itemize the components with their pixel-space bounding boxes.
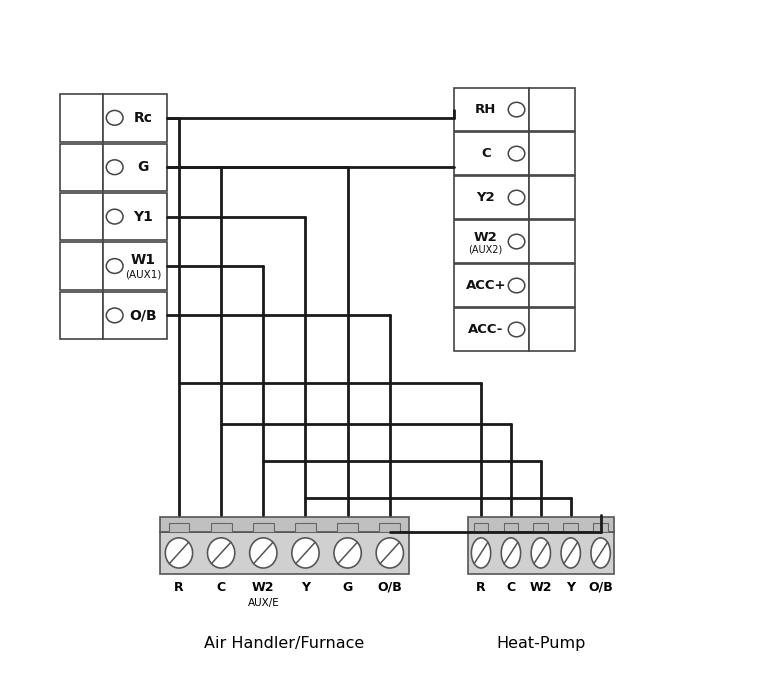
Text: O/B: O/B — [129, 308, 157, 323]
Text: G: G — [137, 160, 149, 174]
FancyBboxPatch shape — [103, 94, 167, 142]
FancyBboxPatch shape — [60, 292, 103, 339]
Text: R: R — [476, 581, 486, 594]
Ellipse shape — [334, 538, 361, 568]
FancyBboxPatch shape — [103, 193, 167, 240]
Text: AUX/E: AUX/E — [247, 597, 279, 608]
Text: C: C — [216, 581, 226, 594]
Text: (AUX2): (AUX2) — [469, 244, 503, 254]
FancyBboxPatch shape — [60, 143, 103, 191]
FancyBboxPatch shape — [168, 523, 189, 532]
FancyBboxPatch shape — [454, 308, 529, 351]
FancyBboxPatch shape — [454, 88, 529, 131]
FancyBboxPatch shape — [504, 523, 518, 532]
Text: Y: Y — [567, 581, 575, 594]
Text: W2: W2 — [474, 231, 498, 244]
Text: C: C — [481, 147, 491, 160]
FancyBboxPatch shape — [211, 523, 232, 532]
Ellipse shape — [208, 538, 235, 568]
Text: G: G — [343, 581, 353, 594]
FancyBboxPatch shape — [60, 94, 103, 142]
Text: (AUX1): (AUX1) — [125, 269, 161, 279]
Text: O/B: O/B — [377, 581, 402, 594]
Text: Y1: Y1 — [133, 210, 153, 223]
FancyBboxPatch shape — [253, 523, 274, 532]
Text: RH: RH — [475, 103, 497, 116]
Ellipse shape — [531, 538, 550, 568]
FancyBboxPatch shape — [529, 264, 575, 307]
FancyBboxPatch shape — [337, 523, 358, 532]
FancyBboxPatch shape — [529, 177, 575, 219]
FancyBboxPatch shape — [60, 242, 103, 290]
Text: W1: W1 — [130, 253, 156, 267]
FancyBboxPatch shape — [295, 523, 316, 532]
Text: W2: W2 — [529, 581, 552, 594]
FancyBboxPatch shape — [563, 523, 578, 532]
FancyBboxPatch shape — [454, 221, 529, 262]
FancyBboxPatch shape — [60, 193, 103, 240]
Text: O/B: O/B — [588, 581, 613, 594]
Ellipse shape — [561, 538, 580, 568]
Text: ACC-: ACC- — [468, 323, 504, 336]
Text: Y: Y — [301, 581, 310, 594]
Ellipse shape — [501, 538, 521, 568]
FancyBboxPatch shape — [529, 88, 575, 131]
FancyBboxPatch shape — [160, 517, 408, 532]
FancyBboxPatch shape — [467, 532, 614, 574]
Ellipse shape — [471, 538, 491, 568]
FancyBboxPatch shape — [467, 517, 614, 532]
Text: Air Handler/Furnace: Air Handler/Furnace — [205, 636, 364, 651]
FancyBboxPatch shape — [103, 242, 167, 290]
FancyBboxPatch shape — [454, 177, 529, 219]
Ellipse shape — [250, 538, 277, 568]
FancyBboxPatch shape — [454, 132, 529, 175]
Ellipse shape — [376, 538, 404, 568]
FancyBboxPatch shape — [474, 523, 488, 532]
FancyBboxPatch shape — [380, 523, 400, 532]
Text: R: R — [174, 581, 184, 594]
Text: Y2: Y2 — [477, 191, 495, 204]
FancyBboxPatch shape — [454, 264, 529, 307]
FancyBboxPatch shape — [593, 523, 608, 532]
Text: W2: W2 — [252, 581, 274, 594]
FancyBboxPatch shape — [103, 143, 167, 191]
FancyBboxPatch shape — [103, 292, 167, 339]
FancyBboxPatch shape — [529, 132, 575, 175]
Ellipse shape — [165, 538, 193, 568]
Text: Heat-Pump: Heat-Pump — [496, 636, 586, 651]
FancyBboxPatch shape — [529, 308, 575, 351]
Text: ACC+: ACC+ — [466, 279, 506, 292]
Ellipse shape — [292, 538, 319, 568]
Ellipse shape — [591, 538, 611, 568]
FancyBboxPatch shape — [160, 532, 408, 574]
Text: Rc: Rc — [133, 111, 153, 125]
FancyBboxPatch shape — [529, 221, 575, 262]
FancyBboxPatch shape — [533, 523, 548, 532]
Text: C: C — [506, 581, 515, 594]
